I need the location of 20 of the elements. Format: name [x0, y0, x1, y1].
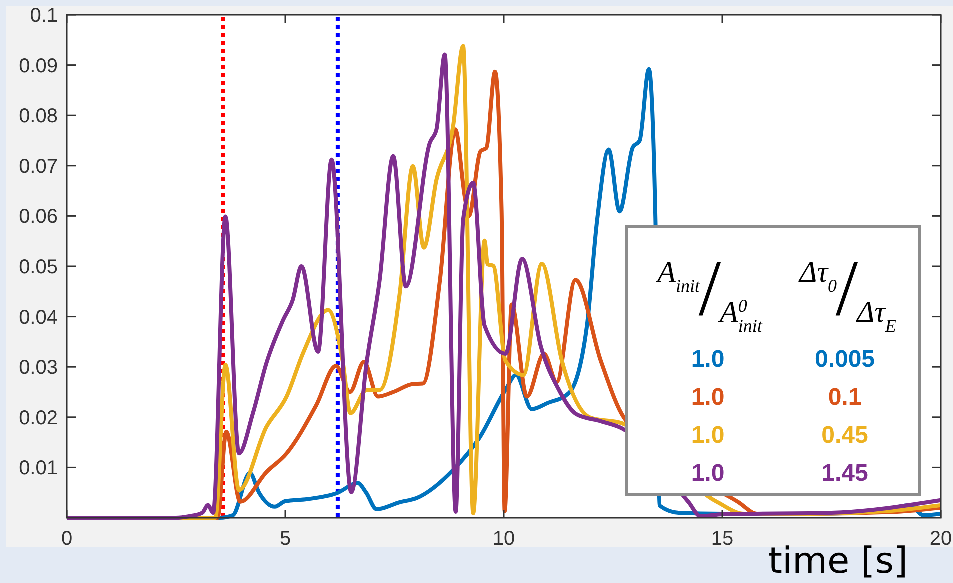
text: 1.0 0.45 — [691, 422, 868, 449]
x-tick-label: 0 — [61, 528, 73, 550]
x-tick-label: 20 — [930, 528, 952, 550]
y-tick-label: 0.07 — [19, 156, 58, 178]
text: 1.0 1.45 — [691, 460, 868, 487]
x-tick-label: 10 — [492, 528, 516, 550]
y-tick-label: 0.03 — [19, 357, 58, 380]
y-tick-label: 0.01 — [19, 458, 58, 480]
y-tick-label: 0.08 — [19, 106, 58, 128]
x-tick-label: 15 — [711, 528, 734, 550]
text: 1.0 0.1 — [691, 384, 862, 411]
y-tick-label: 0.02 — [19, 407, 58, 430]
x-axis-title: time [s] — [768, 541, 908, 582]
y-tick-label: 0.09 — [19, 55, 58, 78]
y-tick-label: 0.06 — [19, 206, 58, 228]
x-tick-label: 5 — [280, 528, 292, 550]
y-tick-label: 0.05 — [19, 256, 58, 278]
y-tick-label: 0.1 — [30, 5, 58, 27]
text: 1.0 0.005 — [691, 346, 876, 373]
y-tick-label: 0.04 — [19, 306, 58, 329]
